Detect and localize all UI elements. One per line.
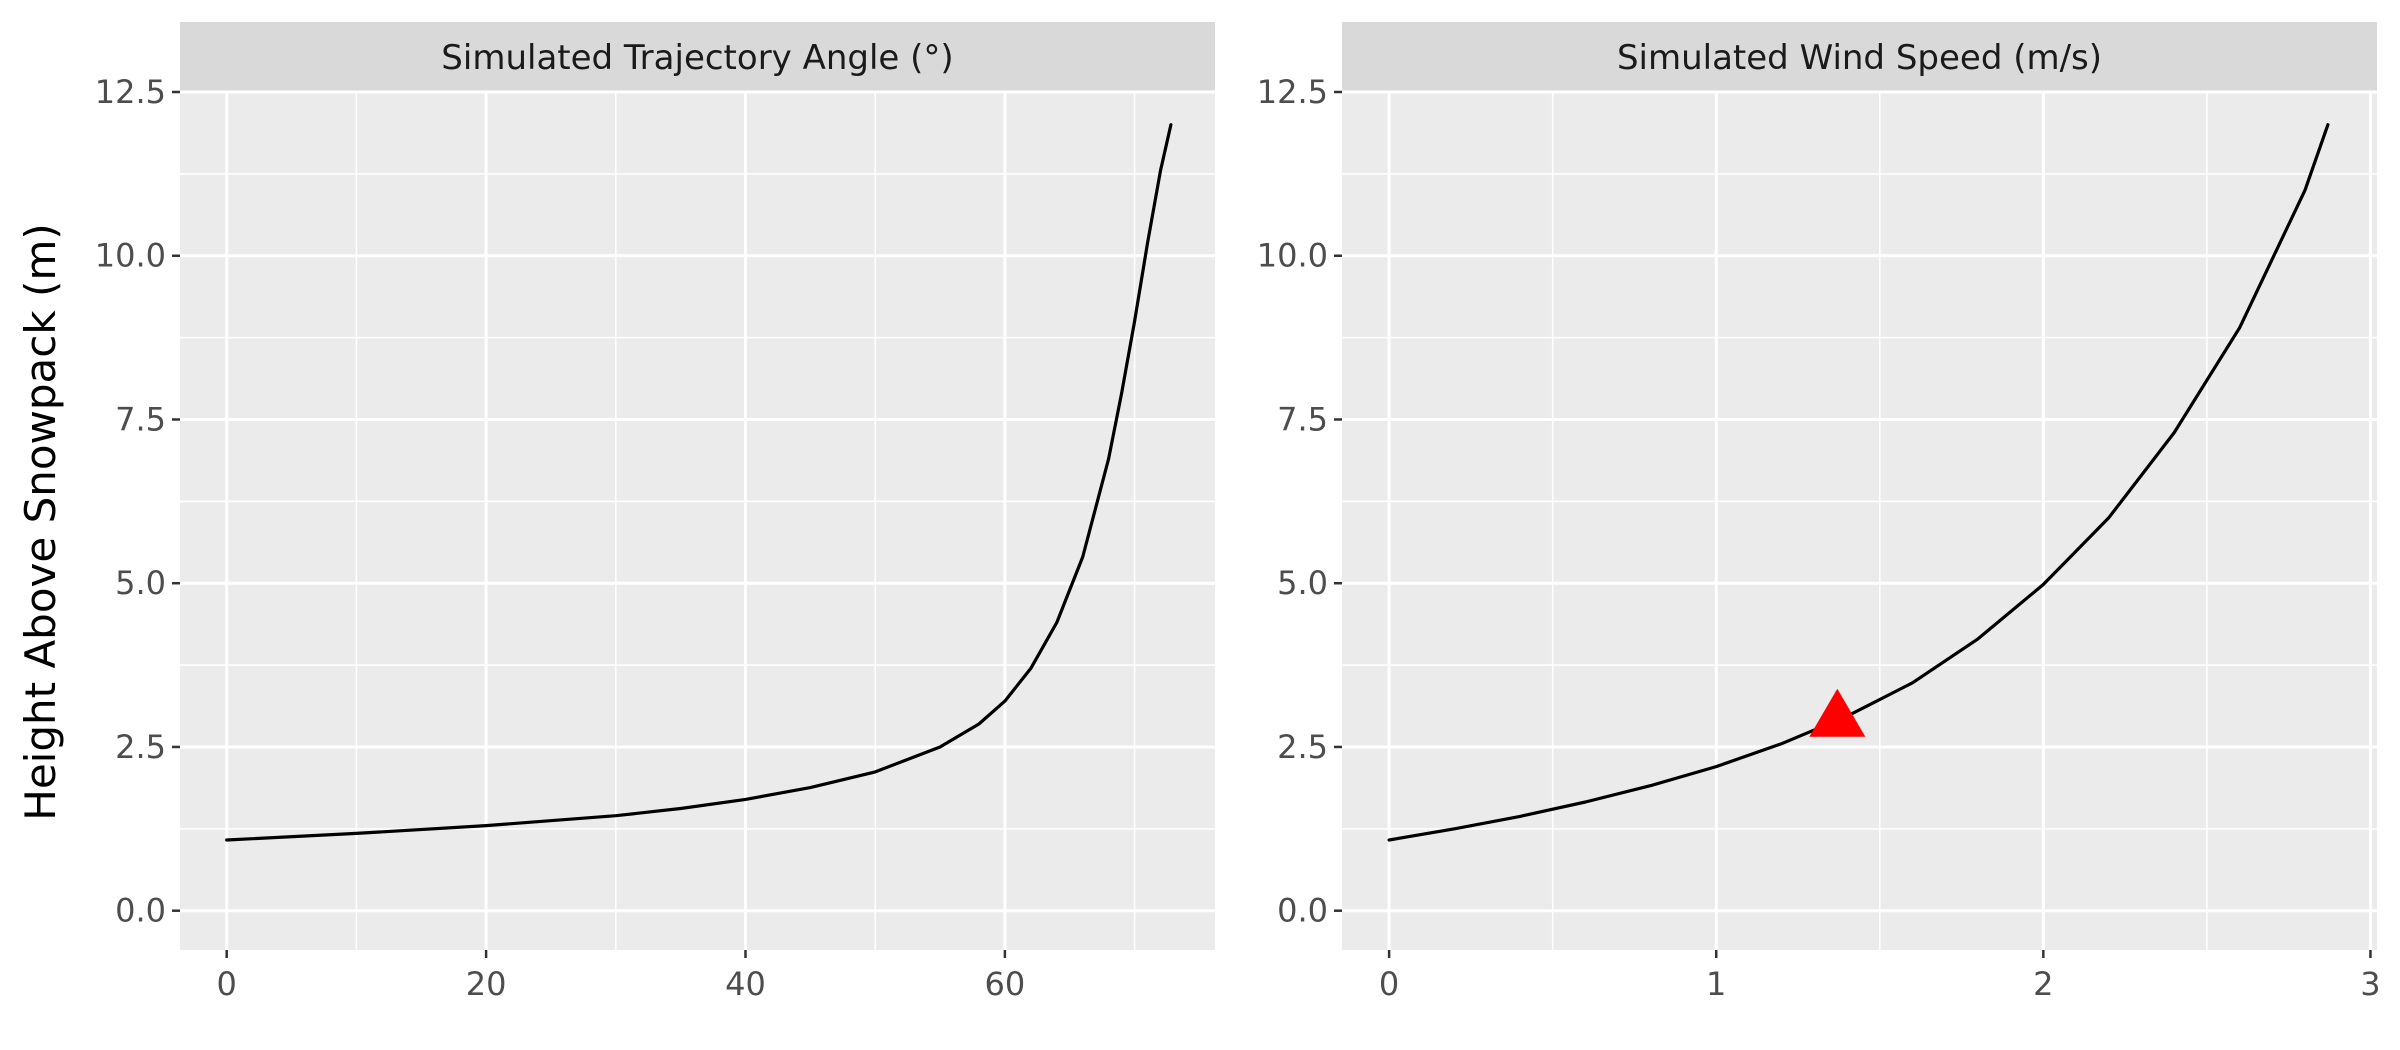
triangle-marker — [1809, 688, 1866, 737]
y-tick-label: 7.5 — [115, 400, 166, 438]
panel-background — [180, 92, 1215, 950]
x-tick-label: 60 — [985, 965, 1026, 1003]
y-tick-label: 10.0 — [95, 237, 166, 275]
x-tick-label: 0 — [1379, 965, 1399, 1003]
y-tick-label: 2.5 — [1277, 728, 1328, 766]
x-tick-label: 40 — [725, 965, 766, 1003]
strip-background — [180, 22, 1215, 92]
y-tick-label: 2.5 — [115, 728, 166, 766]
panel-1: Simulated Trajectory Angle (°) 0.0 2.5 5.0 7… — [95, 22, 1215, 1003]
y-tick-label: 12.5 — [1257, 73, 1328, 111]
x-tick-label: 0 — [217, 965, 237, 1003]
strip-background — [1342, 22, 2377, 92]
y-tick-label: 7.5 — [1277, 400, 1328, 438]
x-tick-label: 3 — [2360, 965, 2380, 1003]
x-tick-label: 20 — [466, 965, 507, 1003]
y-tick-label: 5.0 — [115, 564, 166, 602]
x-tick-label: 1 — [1706, 965, 1726, 1003]
y-tick-label: 10.0 — [1257, 237, 1328, 275]
strip-title: Simulated Wind Speed (m/s) — [1617, 38, 2102, 78]
y-tick-label: 0.0 — [115, 892, 166, 930]
y-tick-label: 5.0 — [1277, 564, 1328, 602]
strip-title: Simulated Trajectory Angle (°) — [441, 38, 953, 78]
panel-2: Simulated Wind Speed (m/s)0.02.55.07.510… — [1257, 22, 2381, 1003]
series-line — [1387, 123, 2330, 842]
y-axis-title: Height Above Snowpack (m) — [16, 223, 65, 821]
y-tick-label: 0.0 — [1277, 892, 1328, 930]
x-tick-label: 2 — [2033, 965, 2053, 1003]
series-line — [225, 123, 1173, 842]
panel-background — [1342, 92, 2377, 950]
y-tick-label: 12.5 — [95, 73, 166, 111]
